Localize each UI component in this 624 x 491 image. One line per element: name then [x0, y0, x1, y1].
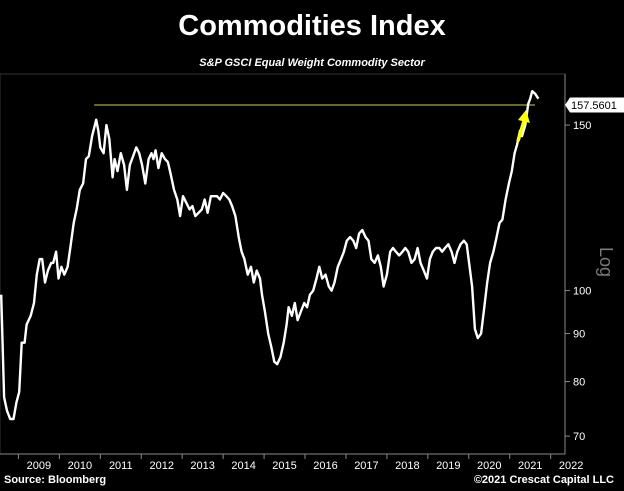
y-tick-label: 70: [573, 431, 585, 443]
y-axis-ticks: 70 80 90 100 150: [565, 120, 591, 443]
x-tick-label: 2020: [477, 460, 501, 472]
copyright-note: ©2021 Crescat Capital LLC: [473, 474, 614, 486]
chart-subtitle: S&P GSCI Equal Weight Commodity Sector: [199, 57, 425, 69]
x-tick-label: 2009: [27, 460, 51, 472]
x-tick-label: 2018: [395, 460, 419, 472]
last-value-badge: 157.5601: [565, 97, 624, 113]
yellow-arrow-icon: [516, 110, 530, 142]
y-axis-label: Log: [596, 247, 616, 277]
x-tick-label: 2011: [109, 460, 133, 472]
x-tick-label: 2022: [559, 460, 583, 472]
y-tick-label: 100: [573, 286, 591, 298]
x-axis-ticks: 2009 2010 2011 2012 2013 2014 2015 2016 2017 2018…: [17, 454, 583, 472]
source-note: Source: Bloomberg: [4, 474, 107, 486]
x-tick-label: 2013: [190, 460, 214, 472]
x-tick-label: 2016: [313, 460, 337, 472]
x-tick-label: 2021: [518, 460, 542, 472]
series-line: [0, 90, 540, 421]
chart-title: Commodities Index: [178, 10, 446, 42]
x-tick-label: 2012: [149, 460, 173, 472]
x-tick-label: 2014: [231, 460, 255, 472]
x-tick-label: 2019: [436, 460, 460, 472]
x-tick-label: 2017: [354, 460, 378, 472]
y-tick-label: 90: [573, 329, 585, 341]
last-value-label: 157.5601: [571, 100, 617, 112]
y-tick-label: 150: [573, 120, 591, 132]
x-tick-label: 2010: [68, 460, 92, 472]
plot-frame: [0, 73, 566, 455]
x-tick-label: 2015: [272, 460, 296, 472]
y-tick-label: 80: [573, 377, 585, 389]
